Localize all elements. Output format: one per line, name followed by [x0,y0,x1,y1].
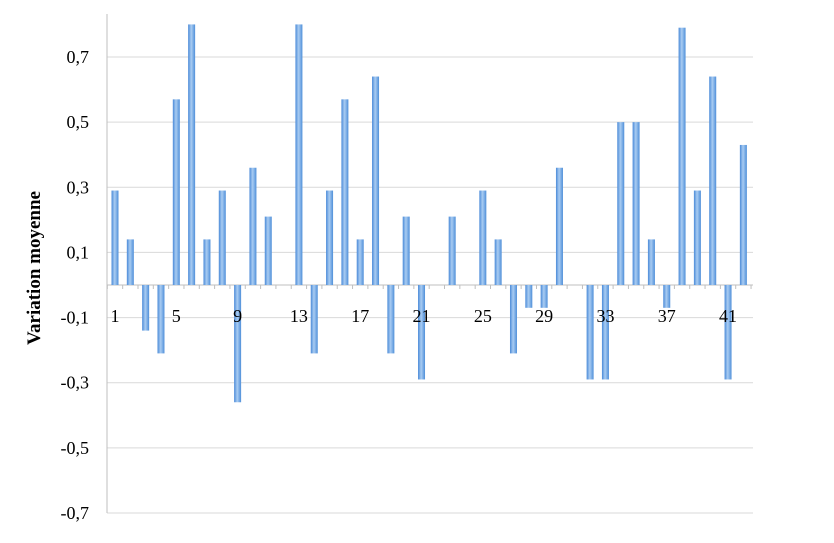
bar-40 [709,76,717,286]
bar-4 [157,285,165,354]
y-axis-label: Variation moyenne [24,191,45,345]
y-tick-label: -0,1 [61,308,90,328]
bar-42 [739,144,747,285]
bar-26 [494,239,502,285]
bar-23 [448,216,456,285]
x-tick-label: 21 [413,306,431,326]
axes [106,14,753,513]
x-tick-label: 29 [535,306,553,326]
bar-1 [111,190,119,285]
bar-36 [647,239,655,285]
bar-10 [249,167,257,285]
bar-14 [310,285,318,354]
bar-5 [172,99,180,285]
bar-19 [387,285,395,354]
x-tick-label: 9 [233,306,242,326]
bar-17 [356,239,364,285]
bar-16 [341,99,349,285]
bar-39 [693,190,701,285]
bar-34 [617,122,625,286]
y-tick-label: 0,1 [67,242,90,262]
x-tick-label: 1 [111,306,120,326]
x-tick-label: 5 [172,306,181,326]
bar-9 [234,285,242,403]
bar-13 [295,24,303,286]
y-tick-label: 0,5 [67,112,90,132]
x-tick-label: 17 [351,306,369,326]
bar-37 [663,285,671,308]
bar-30 [555,167,563,285]
x-tick-labels: 1 5 9 13 17 21 25 29 33 37 41 [111,306,738,326]
bar-7 [203,239,211,285]
gridlines [107,56,753,514]
x-tick-label: 25 [474,306,492,326]
x-tick-label: 13 [290,306,308,326]
x-tick-label: 41 [719,306,737,326]
bar-29 [540,285,548,308]
bar-21 [418,285,426,380]
bar-41 [724,285,732,380]
bar-8 [218,190,226,285]
bar-25 [479,190,487,285]
bar-33 [601,285,609,380]
bar-38 [678,27,686,285]
bar-35 [632,122,640,286]
y-tick-labels: -0,7 -0,5 -0,3 -0,1 0,1 0,3 0,5 0,7 [61,47,90,523]
y-tick-label: -0,3 [61,373,90,393]
bars [111,24,747,403]
y-tick-label: 0,7 [67,47,90,67]
bar-6 [188,24,196,286]
bar-3 [142,285,150,331]
x-tick-label: 37 [658,306,676,326]
bar-27 [509,285,517,354]
y-tick-label: 0,3 [67,177,90,197]
y-tick-label: -0,7 [61,503,90,523]
bar-11 [264,216,272,285]
bar-20 [402,216,410,285]
bar-15 [326,190,334,285]
bar-2 [126,239,134,285]
bar-18 [372,76,380,286]
y-tick-label: -0,5 [61,438,90,458]
bar-32 [586,285,594,380]
bar-28 [525,285,533,308]
x-tick-label: 33 [596,306,614,326]
